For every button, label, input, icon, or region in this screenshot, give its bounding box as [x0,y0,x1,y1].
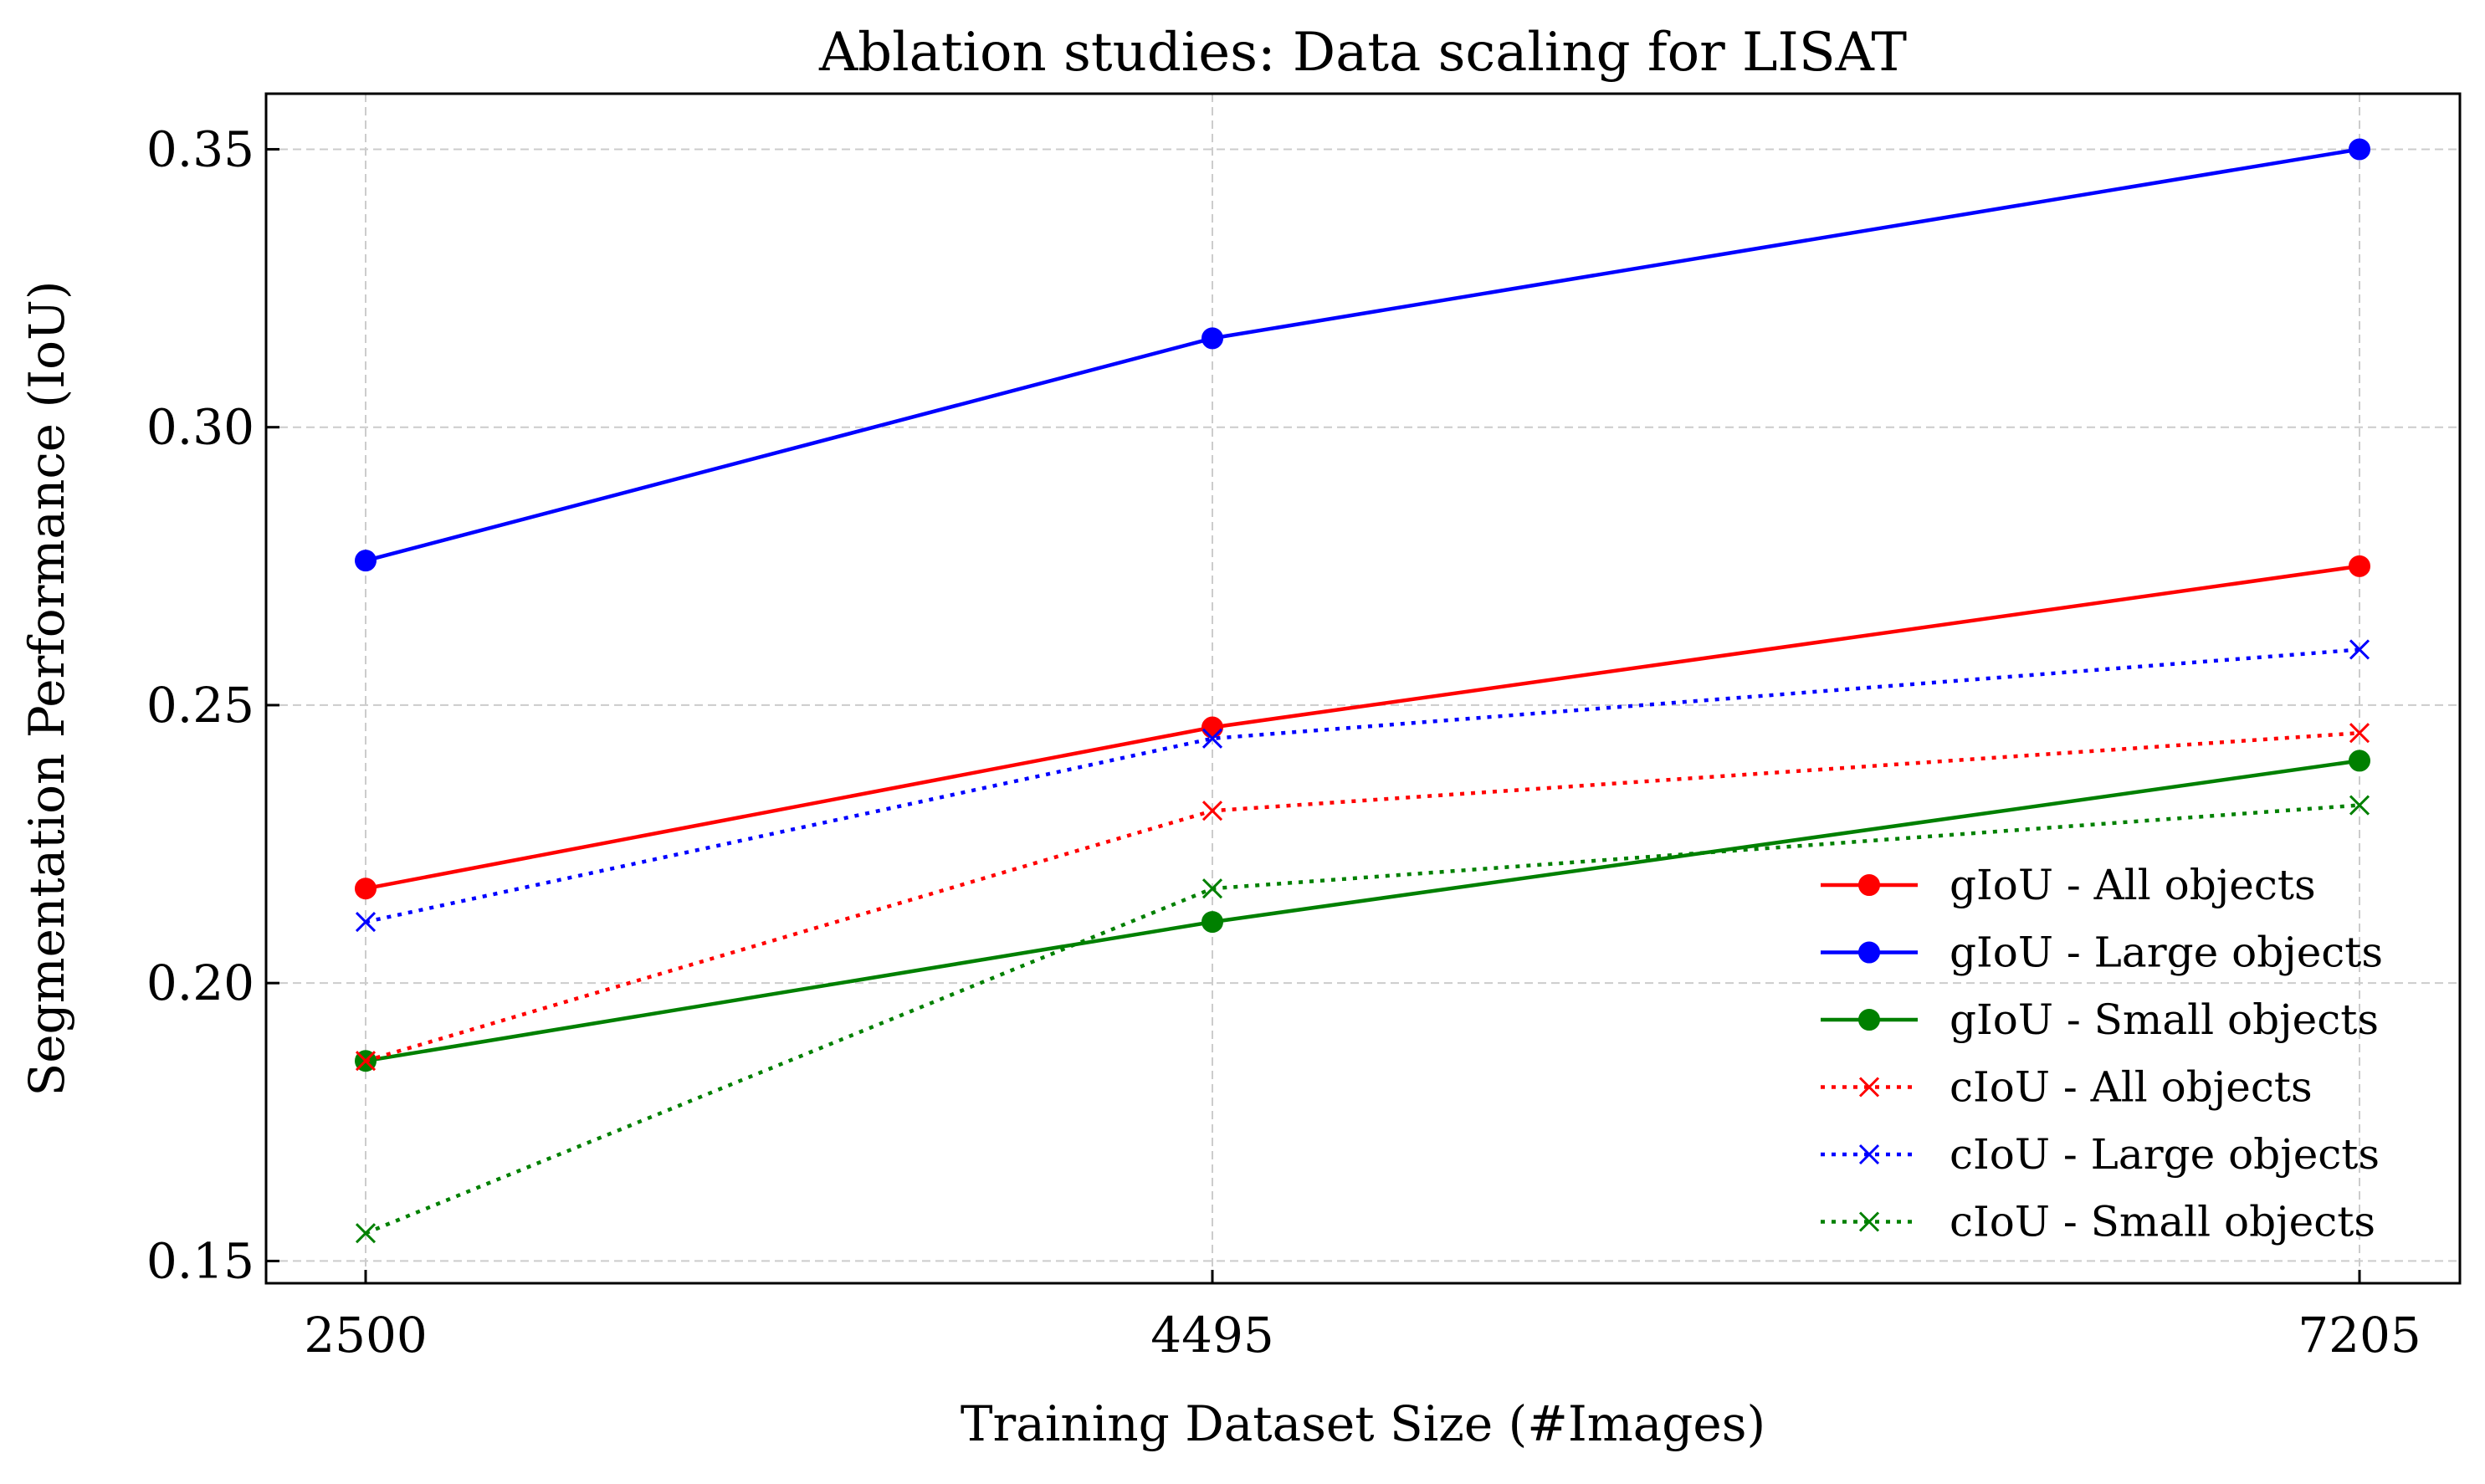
data-point [355,550,377,572]
x-tick-label: 2500 [304,1307,428,1364]
data-point [2349,555,2370,577]
legend-entry: gIoU - Large objects [1821,929,2383,977]
series-2 [355,750,2370,1072]
data-point [2349,750,2370,772]
legend-swatch-marker [1858,941,1880,964]
series-1 [355,138,2370,572]
legend-entry: cIoU - Large objects [1821,1130,2380,1179]
data-point [1202,728,1223,749]
legend-swatch-marker [1858,1009,1880,1031]
series-line [365,564,2360,891]
legend-entry: cIoU - Small objects [1821,1198,2375,1246]
series-layer [355,138,2370,1244]
legend-swatch-marker [1858,1077,1880,1098]
data-point [355,1051,377,1072]
series-3 [355,723,2370,1072]
legend-label: gIoU - Large objects [1950,929,2383,977]
series-5 [355,795,2370,1244]
series-4 [355,639,2370,933]
data-point [1202,911,1223,934]
legend-entry: cIoU - All objects [1821,1063,2313,1112]
data-point [355,1223,377,1244]
x-tick-label: 4495 [1150,1307,1274,1364]
x-axis-label: Training Dataset Size (#Images) [961,1395,1765,1452]
series-line [365,647,2360,924]
y-tick-label: 0.15 [146,1232,254,1289]
grid-layer [266,94,2460,1283]
legend-swatch-marker [1858,1144,1880,1165]
y-tick-label: 0.35 [146,120,254,177]
data-point [1202,327,1223,350]
data-point [1202,878,1223,899]
series-line [365,147,2360,563]
data-point [1202,716,1223,739]
legend: gIoU - All objects gIoU - Large objects gI… [1821,861,2383,1246]
data-point [355,912,377,933]
legend-label: cIoU - Small objects [1950,1198,2375,1246]
legend-entry: gIoU - Small objects [1821,995,2379,1044]
legend-label: cIoU - Large objects [1950,1130,2380,1179]
legend-entry: gIoU - All objects [1821,861,2316,909]
y-tick-label: 0.20 [146,954,254,1011]
legend-swatch-marker [1858,1211,1880,1232]
y-tick-label: 0.25 [146,677,254,734]
data-point [1202,801,1223,821]
series-0 [355,555,2370,900]
x-tick-label: 7205 [2298,1307,2421,1364]
plot-frame [264,92,2462,1285]
tick-layer: 2500 4495 7205 0.15 0.20 0.25 0.30 0.35 [146,120,2421,1364]
legend-label: gIoU - Small objects [1950,995,2379,1044]
data-point [2349,639,2370,660]
y-tick-label: 0.30 [146,399,254,456]
data-point [2349,723,2370,744]
data-point [2349,795,2370,816]
y-axis-label: Segmentation Performance (IoU) [18,280,75,1096]
legend-label: cIoU - All objects [1950,1063,2313,1112]
legend-swatch-marker [1858,874,1880,896]
data-point [2349,138,2370,161]
data-point [355,878,377,900]
legend-label: gIoU - All objects [1950,861,2316,909]
chart-title: Ablation studies: Data scaling for LISAT [818,22,1907,84]
